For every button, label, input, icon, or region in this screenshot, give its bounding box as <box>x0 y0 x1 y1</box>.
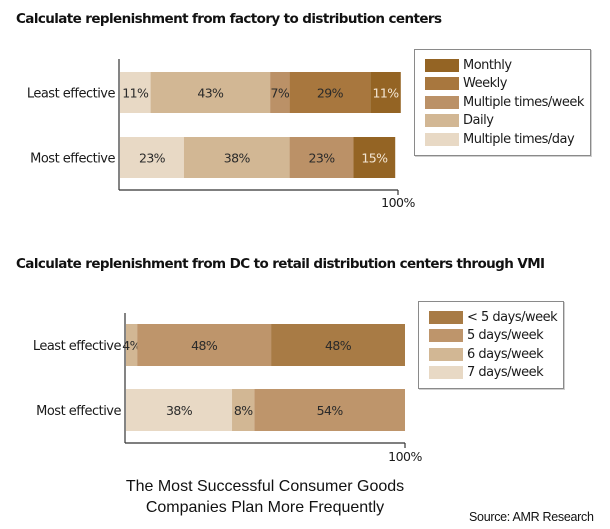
legend-item: Daily <box>425 112 584 131</box>
bar-segment <box>289 72 371 113</box>
bar-segment <box>353 137 396 178</box>
legend-label: Weekly <box>463 76 507 92</box>
bar-segment <box>271 324 405 366</box>
x-tick-label: 100% <box>388 449 422 464</box>
category-label: Least effective <box>33 339 122 354</box>
bar-segment <box>126 324 138 366</box>
legend-label: 6 days/week <box>467 346 544 362</box>
source-note: Source: AMR Research <box>469 510 594 524</box>
caption-line-1: The Most Successful Consumer Goods <box>125 478 405 495</box>
legend-label: 5 days/week <box>467 328 544 344</box>
bar-data-label: 38% <box>224 151 251 166</box>
legend-label: Daily <box>463 113 494 129</box>
legend-label: 7 days/week <box>467 365 544 381</box>
legend-swatch <box>425 58 459 72</box>
bar-segment <box>289 137 354 178</box>
bar-segment <box>126 389 233 431</box>
bar-segment <box>120 72 151 113</box>
legend-item: Weekly <box>425 75 584 94</box>
category-label: Most effective <box>36 404 121 419</box>
chart2-plot: Least effective 4% 48% 48%Most effective 38%… <box>33 313 423 464</box>
bar-data-label: 38% <box>166 403 193 418</box>
bar-data-label: 48% <box>325 338 352 353</box>
legend-label: < 5 days/week <box>467 309 558 325</box>
bar-data-label: 7% <box>271 86 290 101</box>
bar-segment <box>232 389 255 431</box>
legend-label: Monthly <box>463 57 512 73</box>
legend-label: Multiple times/week <box>463 94 584 110</box>
bar-data-label: 11% <box>122 86 149 101</box>
bar-data-label: 15% <box>361 151 388 166</box>
bar-segment <box>183 137 290 178</box>
caption-line-2: Companies Plan More Frequently <box>145 499 385 516</box>
bar-data-label: 29% <box>317 86 344 101</box>
legend-label: Multiple times/day <box>463 131 575 147</box>
legend-item: 7 days/week <box>429 364 557 383</box>
legend-item: 5 days/week <box>429 327 557 346</box>
legend-item: 6 days/week <box>429 345 557 364</box>
bar-segment <box>254 389 405 431</box>
chart1-title: Calculate replenishment from factory to … <box>16 11 442 27</box>
category-label: Least effective <box>27 87 116 102</box>
bar-segment <box>137 324 272 366</box>
x-tick-label: 100% <box>381 195 415 210</box>
category-label: Most effective <box>30 152 115 167</box>
legend-swatch <box>429 329 463 343</box>
legend-swatch <box>425 132 459 146</box>
figure-caption: The Most Successful Consumer Goods Compa… <box>0 476 590 518</box>
bar-data-label: 8% <box>234 403 253 418</box>
legend-swatch <box>425 77 459 91</box>
chart1-legend: Monthly Weekly Multiple times/week Daily Mul… <box>414 49 591 156</box>
legend-item: < 5 days/week <box>429 308 558 327</box>
legend-swatch <box>425 95 459 109</box>
legend-item: Monthly <box>425 56 584 75</box>
bar-data-label: 23% <box>139 151 166 166</box>
bar-data-label: 43% <box>197 86 224 101</box>
bar-data-label: 23% <box>309 151 336 166</box>
bar-segment <box>150 72 271 113</box>
bar-data-label: 11% <box>372 86 399 101</box>
legend-swatch <box>429 310 463 324</box>
legend-swatch <box>425 114 459 128</box>
chart2-title: Calculate replenishment from DC to retai… <box>16 256 545 272</box>
legend-item: Multiple times/week <box>425 93 584 112</box>
bar-segment <box>270 72 290 113</box>
chart1-plot: Least effective 11% 43% 7% 29% 11% Most effect… <box>27 59 416 210</box>
bar-segment <box>370 72 401 113</box>
legend-swatch <box>429 347 463 361</box>
bar-data-label: 54% <box>317 403 344 418</box>
chart2-legend: < 5 days/week 5 days/week 6 days/week 7 day… <box>418 301 565 389</box>
bar-data-label: 48% <box>191 338 218 353</box>
legend-swatch <box>429 366 463 380</box>
legend-item: Multiple times/day <box>425 130 584 149</box>
bar-segment <box>120 137 184 178</box>
